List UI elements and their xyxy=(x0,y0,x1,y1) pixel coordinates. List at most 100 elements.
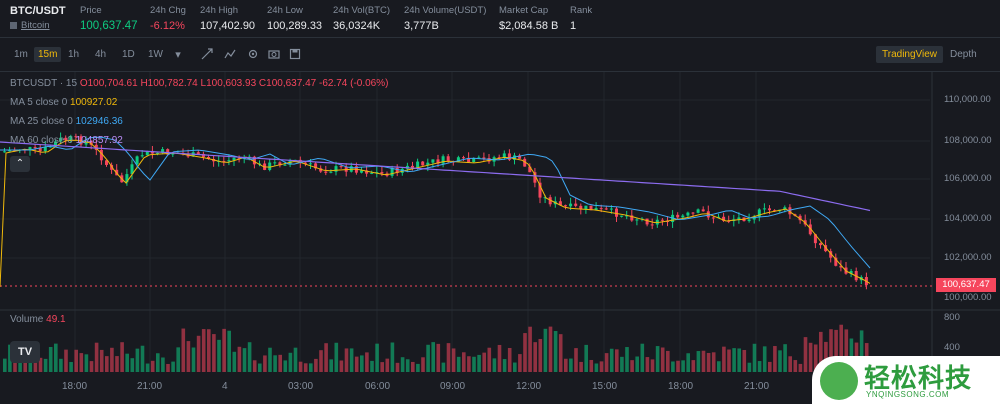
candle-body xyxy=(8,149,12,152)
volume-bar xyxy=(110,347,114,372)
candle-body xyxy=(558,201,562,206)
volume-bar xyxy=(502,359,507,372)
symbol-subtitle[interactable]: Bitcoin xyxy=(10,20,66,31)
stat-24h-vol-usdt: 24h Volume(USDT) 3,777B xyxy=(404,5,486,32)
candle-body xyxy=(696,209,700,213)
volume-bar xyxy=(354,356,359,372)
candle-body xyxy=(28,147,32,151)
candle-body xyxy=(462,157,465,159)
volume-bar xyxy=(237,346,242,372)
stat-value: 107,402.90 xyxy=(200,20,256,32)
volume-bar xyxy=(283,360,288,372)
candle-body xyxy=(533,172,537,183)
dropdown-caret-icon[interactable]: ▾ xyxy=(175,49,181,61)
volume-bar xyxy=(161,357,165,372)
volume-legend: Volume 49.1 xyxy=(10,314,66,325)
screenshot-icon[interactable] xyxy=(267,48,281,62)
current-price-tag: 100,637.47 xyxy=(936,278,996,292)
time-tick: 4 xyxy=(222,381,228,392)
volume-bar xyxy=(400,357,405,372)
candle-body xyxy=(834,257,838,266)
candle-body xyxy=(472,158,476,163)
ma5-legend: MA 5 close 0 100927.02 xyxy=(10,97,117,108)
interval-1h[interactable]: 1h xyxy=(68,49,80,60)
volume-bar xyxy=(793,360,798,372)
ma-value: 100927.02 xyxy=(70,97,118,108)
symbol-block[interactable]: BTC/USDT Bitcoin xyxy=(10,5,66,31)
candle-body xyxy=(762,208,766,210)
tradingview-logo[interactable]: TV xyxy=(10,341,40,363)
candle-body xyxy=(523,158,527,167)
volume-bar xyxy=(171,361,175,372)
volume-bar xyxy=(191,347,196,372)
volume-bar xyxy=(258,363,262,372)
candle-body xyxy=(487,158,491,162)
volume-bar xyxy=(752,343,757,372)
coin-link[interactable]: Bitcoin xyxy=(21,20,50,31)
volume-bar xyxy=(472,356,476,372)
volume-bar xyxy=(43,358,48,372)
ohlc-high: H100,782.74 xyxy=(140,78,198,89)
interval-1d[interactable]: 1D xyxy=(122,49,135,60)
volume-bar xyxy=(59,358,63,372)
candle-body xyxy=(482,157,486,159)
volume-bar xyxy=(278,354,282,372)
stat-label: 24h Chg xyxy=(150,5,186,16)
volume-bar xyxy=(528,326,532,372)
candle-body xyxy=(227,160,231,162)
settings-icon[interactable] xyxy=(246,48,260,62)
volume-label: Volume xyxy=(10,314,44,325)
indicators-icon[interactable] xyxy=(223,48,237,62)
candle-body xyxy=(686,212,690,216)
ma-label: MA 60 close 0 xyxy=(10,135,73,146)
volume-bar xyxy=(273,355,277,372)
tab-tradingview[interactable]: TradingView xyxy=(876,46,944,63)
watermark-subtitle: YNQINGSONG.COM xyxy=(866,390,950,399)
stat-label: 24h High xyxy=(200,5,239,16)
volume-bar xyxy=(711,352,716,372)
tab-depth[interactable]: Depth xyxy=(950,49,977,60)
volume-bar xyxy=(431,342,435,372)
stat-value: 100,637.47 xyxy=(80,20,138,32)
stat-label: 24h Volume(USDT) xyxy=(404,5,487,16)
volume-bar xyxy=(176,347,180,372)
candle-body xyxy=(237,157,241,159)
ma-value: 104857.92 xyxy=(75,135,123,146)
volume-bar xyxy=(467,356,471,372)
watermark-title: 轻松科技 xyxy=(864,363,973,393)
volume-bar xyxy=(395,362,400,372)
interval-4h[interactable]: 4h xyxy=(95,49,107,60)
save-icon[interactable] xyxy=(288,48,302,62)
candle-body xyxy=(604,208,608,210)
candle-body xyxy=(375,172,379,174)
volume-bar xyxy=(655,346,660,372)
collapse-legend-button[interactable]: ⌃ xyxy=(10,156,30,172)
candle-body xyxy=(808,224,812,235)
volume-bar xyxy=(247,342,252,372)
volume-bar xyxy=(773,346,777,372)
candle-body xyxy=(441,156,445,164)
volume-tick: 800 xyxy=(944,312,960,323)
interval-1w[interactable]: 1W xyxy=(148,49,163,60)
symbol-name[interactable]: BTC/USDT xyxy=(10,5,66,17)
volume-bar xyxy=(390,342,395,372)
interval-1m[interactable]: 1m xyxy=(14,49,28,60)
interval-15m[interactable]: 15m xyxy=(34,47,62,62)
volume-bar xyxy=(620,356,624,372)
candles xyxy=(3,132,868,290)
volume-bar xyxy=(74,349,78,372)
candle-body xyxy=(518,155,522,159)
draw-line-icon[interactable] xyxy=(200,48,214,62)
volume-bar xyxy=(145,363,150,372)
stat-24h-vol-btc: 24h Vol(BTC) 36,0324K xyxy=(333,5,390,32)
chart-canvas[interactable] xyxy=(0,72,1000,404)
volume-bar xyxy=(834,329,838,372)
volume-bar xyxy=(456,356,461,372)
price-tick: 110,000.00 xyxy=(944,94,991,105)
volume-bar xyxy=(105,356,109,372)
candle-body xyxy=(64,137,68,141)
volume-bar xyxy=(604,353,609,372)
candlestick-chart[interactable]: BTCUSDT · 15 O100,704.61 H100,782.74 L10… xyxy=(0,72,1000,404)
volume-bar xyxy=(130,358,135,372)
candle-body xyxy=(548,197,552,205)
